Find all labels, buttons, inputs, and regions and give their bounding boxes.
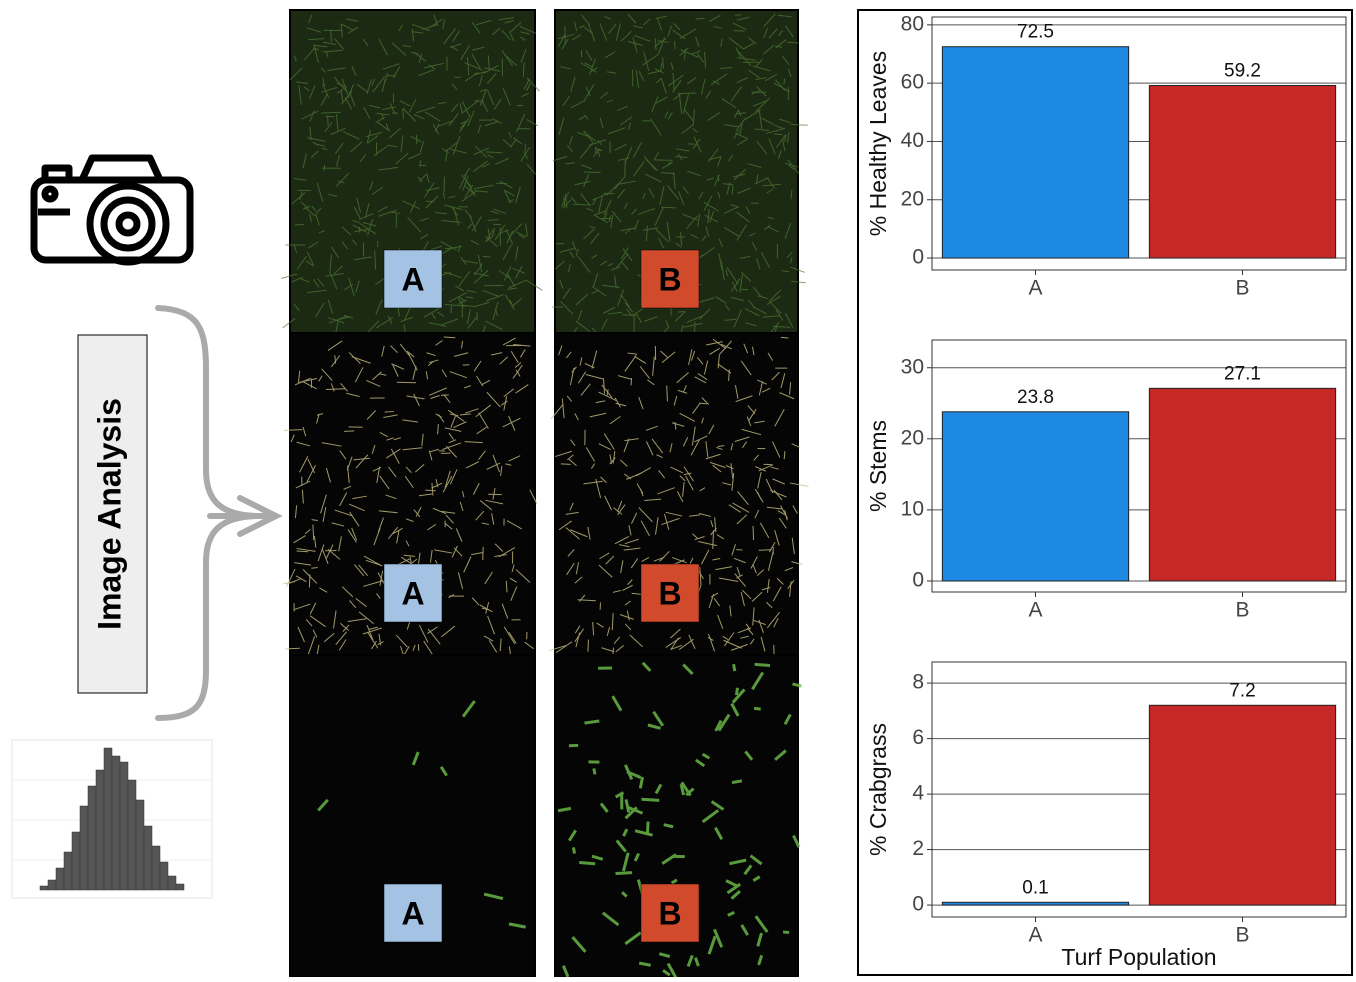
texture-stroke xyxy=(444,337,456,338)
texture-stroke xyxy=(781,337,788,338)
texture-stroke xyxy=(734,664,735,671)
panel-label: A xyxy=(401,261,424,297)
texture-stroke xyxy=(309,574,310,587)
y-tick-label: 0 xyxy=(912,246,924,269)
value-label: 72.5 xyxy=(1017,22,1054,43)
figure: Image Analysis ABABAB 02040608072.5A59.2… xyxy=(0,0,1356,977)
texture-stroke xyxy=(678,311,684,312)
texture-stroke xyxy=(640,777,642,788)
texture-stroke xyxy=(647,822,648,834)
process-label: Image Analysis xyxy=(91,398,127,630)
x-tick-label: B xyxy=(1235,277,1249,300)
value-label: 59.2 xyxy=(1224,61,1261,82)
y-tick-label: 30 xyxy=(901,355,924,378)
texture-stroke xyxy=(695,18,704,19)
panel-label: A xyxy=(401,895,424,931)
texture-stroke xyxy=(774,134,782,135)
texture-stroke xyxy=(641,799,659,800)
x-tick-label: B xyxy=(1235,924,1249,947)
bar xyxy=(1149,705,1335,905)
bar xyxy=(942,47,1128,258)
value-label: 23.8 xyxy=(1017,387,1054,408)
y-tick-label: 80 xyxy=(901,12,924,35)
y-tick-label: 4 xyxy=(912,782,924,805)
texture-stroke xyxy=(737,688,738,695)
texture-stroke xyxy=(295,224,304,225)
y-tick-label: 2 xyxy=(912,837,924,860)
bar xyxy=(942,902,1128,905)
texture-stroke xyxy=(675,41,676,49)
texture-stroke xyxy=(732,781,742,783)
texture-stroke xyxy=(663,57,664,68)
y-tick-label: 60 xyxy=(901,71,924,94)
y-tick-label: 8 xyxy=(912,671,924,694)
texture-stroke xyxy=(573,847,574,853)
texture-stroke xyxy=(397,382,416,383)
bracket-arrow xyxy=(158,308,276,718)
texture-stroke xyxy=(754,708,761,709)
texture-stroke xyxy=(639,963,651,965)
texture-stroke xyxy=(753,526,754,540)
camera-icon xyxy=(34,158,190,262)
y-tick-label: 6 xyxy=(912,726,924,749)
texture-stroke xyxy=(664,825,673,827)
y-tick-label: 20 xyxy=(901,426,924,449)
value-label: 27.1 xyxy=(1224,363,1261,384)
texture-stroke xyxy=(359,227,360,233)
bar xyxy=(1149,85,1335,258)
texture-stroke xyxy=(667,385,668,401)
x-tick-label: B xyxy=(1235,599,1249,622)
texture-stroke xyxy=(654,160,672,161)
texture-stroke xyxy=(755,664,770,665)
y-axis-title: % Healthy Leaves xyxy=(865,51,891,236)
y-tick-label: 40 xyxy=(901,129,924,152)
y-tick-label: 0 xyxy=(912,893,924,916)
texture-stroke xyxy=(699,403,707,404)
texture-stroke xyxy=(594,768,595,774)
image-panels: A B A B A B xyxy=(281,10,808,977)
value-label: 0.1 xyxy=(1022,877,1048,898)
texture-stroke xyxy=(735,15,741,16)
texture-stroke xyxy=(734,31,745,32)
panel-label: B xyxy=(658,575,681,611)
y-tick-label: 20 xyxy=(901,187,924,210)
y-tick-label: 0 xyxy=(912,569,924,592)
texture-stroke xyxy=(625,160,626,178)
histogram-icon xyxy=(12,740,212,898)
texture-stroke xyxy=(561,464,571,465)
texture-stroke xyxy=(677,93,696,94)
texture-stroke xyxy=(584,721,599,723)
panel-label: B xyxy=(658,895,681,931)
panel-label: B xyxy=(658,261,681,297)
y-tick-label: 10 xyxy=(901,497,924,520)
value-label: 7.2 xyxy=(1229,680,1255,701)
bar xyxy=(942,412,1128,581)
texture-stroke xyxy=(425,490,436,491)
texture-stroke xyxy=(622,315,636,316)
bar xyxy=(1149,388,1335,581)
texture-stroke xyxy=(286,648,300,649)
x-tick-label: A xyxy=(1028,277,1042,300)
x-tick-label: A xyxy=(1028,924,1042,947)
texture-stroke xyxy=(297,551,309,552)
texture-stroke xyxy=(615,873,632,874)
texture-stroke xyxy=(661,207,676,208)
panel-label: A xyxy=(401,575,424,611)
y-axis-title: % Crabgrass xyxy=(865,723,891,856)
x-axis-title: Turf Population xyxy=(1061,944,1216,970)
x-tick-label: A xyxy=(1028,599,1042,622)
texture-stroke xyxy=(328,116,329,125)
texture-stroke xyxy=(579,863,595,864)
y-axis-title: % Stems xyxy=(865,420,891,512)
